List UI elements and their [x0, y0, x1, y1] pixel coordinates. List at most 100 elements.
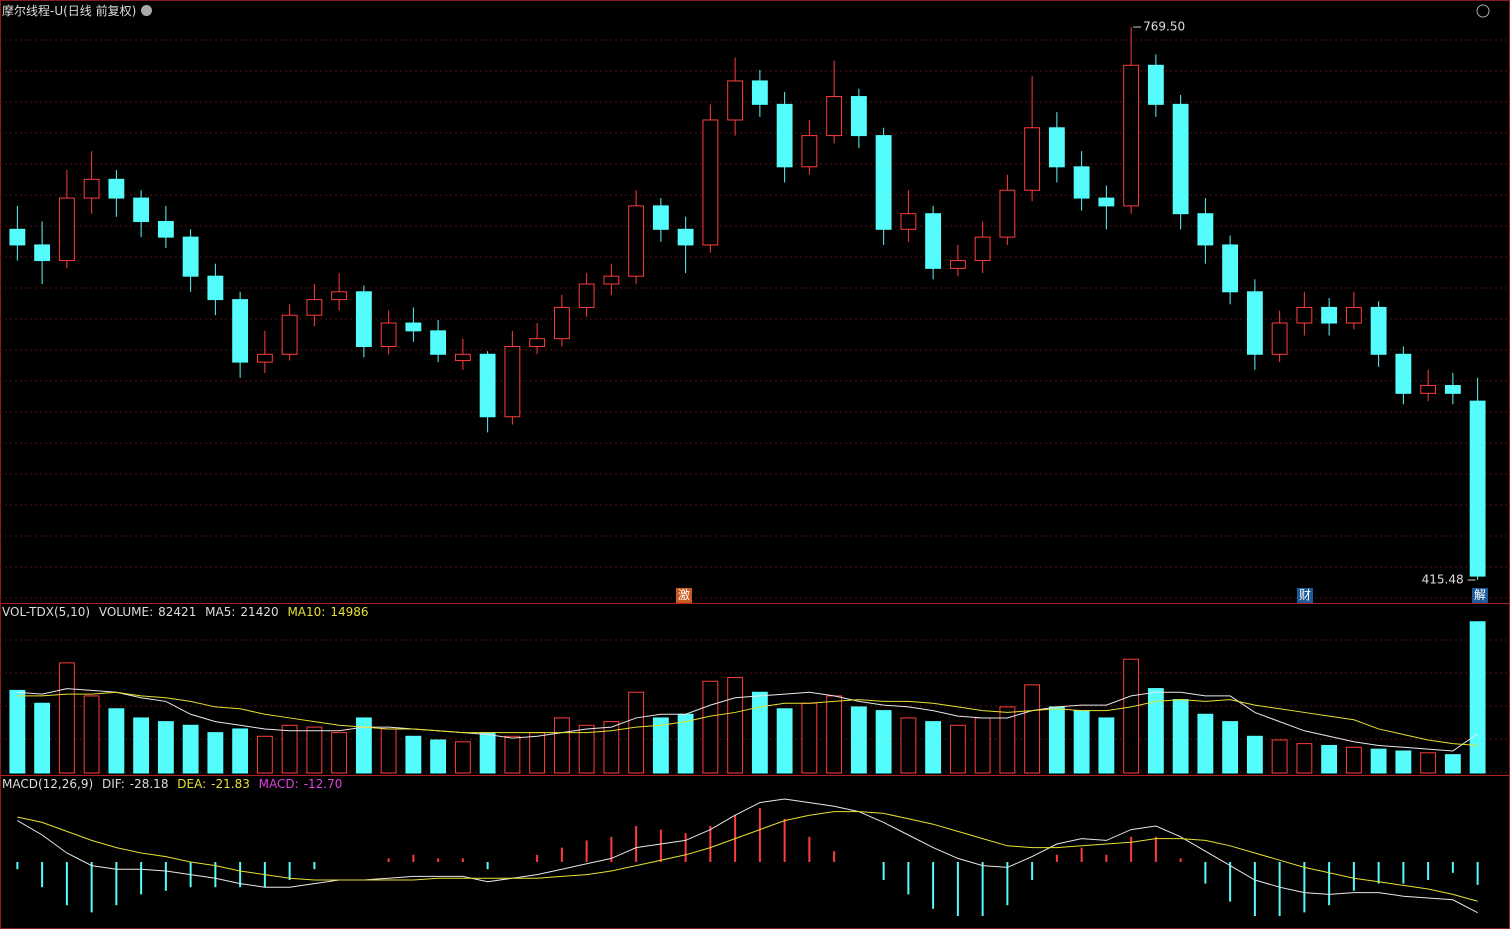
candle-body [727, 80, 744, 121]
volume-bar [1222, 721, 1239, 774]
candle-body [331, 291, 348, 301]
volume-bar [108, 708, 125, 774]
volume-title: VOL-TDX(5,10) [2, 605, 91, 619]
candle-body [1345, 306, 1362, 324]
candle-body [281, 314, 298, 355]
volume-bar [1271, 739, 1288, 774]
candle-body [1444, 385, 1461, 394]
chart-title: 摩尔线程-U(日线 前复权) [2, 4, 137, 18]
volume-bar [1147, 688, 1164, 774]
candle-body [875, 135, 892, 230]
readout-value: -28.18 [129, 777, 169, 791]
volume-bar [1123, 658, 1140, 774]
indicator-line [17, 688, 1478, 752]
candle-body [1048, 127, 1065, 168]
candle-body [232, 299, 249, 363]
volume-bar [256, 735, 273, 774]
volume-bar [9, 689, 26, 774]
indicator-line [17, 811, 1478, 902]
candle-body [776, 103, 793, 168]
volume-bar [1073, 710, 1090, 774]
volume-bar [1296, 743, 1313, 774]
volume-bar [1098, 717, 1115, 774]
volume-header: VOL-TDX(5,10) VOLUME: 82421 MA5: 21420 MA1… [2, 605, 374, 619]
candle-body [1420, 385, 1437, 394]
candle-body [553, 306, 570, 340]
settings-button[interactable] [1476, 4, 1490, 18]
volume-bar [1246, 735, 1263, 774]
volume-bar [677, 713, 694, 774]
candle-body [1395, 353, 1412, 394]
readout-label: MA10: [287, 605, 326, 619]
volume-bar [207, 732, 224, 774]
candle-body [751, 80, 768, 105]
readout-value: 82421 [158, 605, 197, 619]
candle-body [1172, 103, 1189, 215]
volume-bar [652, 717, 669, 774]
volume-bar [157, 721, 174, 774]
volume-bar [1395, 750, 1412, 774]
volume-bar [232, 728, 249, 774]
candle-body [850, 96, 867, 137]
volume-bar [776, 708, 793, 774]
volume-bar [529, 732, 546, 774]
dropdown[interactable] [141, 5, 153, 16]
volume-bar [1420, 752, 1437, 774]
volume-bar [1024, 684, 1041, 774]
volume-bar [974, 717, 991, 774]
volume-bar [826, 695, 843, 774]
candle-body [58, 197, 75, 262]
candle-body [974, 236, 991, 262]
volume-bar [801, 702, 818, 774]
volume-bar [702, 680, 719, 774]
readout-label: DEA: [177, 777, 207, 791]
candle-body [207, 275, 224, 301]
candle-body [157, 221, 174, 238]
readout-label: DIF: [101, 777, 125, 791]
readout-value: -12.70 [303, 777, 343, 791]
volume-bar [58, 662, 75, 774]
volume-bar [553, 717, 570, 774]
candle-body [1197, 213, 1214, 246]
candle-body [925, 213, 942, 269]
candle-body [949, 260, 966, 269]
readout-value: 14986 [330, 605, 369, 619]
volume-bar [875, 710, 892, 774]
volume-bar [1370, 748, 1387, 774]
candle-body [9, 228, 26, 246]
volume-bar [454, 741, 471, 774]
volume-bar [1197, 713, 1214, 774]
candle-body [1024, 127, 1041, 191]
volume-bar [727, 677, 744, 774]
event-marker[interactable]: 激 [676, 588, 693, 603]
candle-body [677, 228, 694, 246]
event-marker[interactable]: 财 [1297, 588, 1314, 603]
candle-body [1073, 166, 1090, 199]
volume-bar [1048, 706, 1065, 774]
volume-bar [355, 717, 372, 774]
price-annotation: 769.50 [1143, 20, 1185, 34]
candle-body [34, 244, 51, 262]
candle-body [306, 299, 323, 316]
event-marker[interactable]: 解 [1472, 588, 1489, 603]
volume-bar [1444, 754, 1461, 774]
volume-bar [281, 724, 298, 774]
candle-body [430, 330, 447, 355]
candle-body [1469, 400, 1486, 577]
candle-body [628, 205, 645, 277]
volume-bar [603, 721, 620, 774]
chart-header: 摩尔线程-U(日线 前复权) [2, 4, 157, 18]
candle-body [1321, 306, 1338, 324]
volume-bar [479, 732, 496, 774]
candle-body [504, 345, 521, 418]
volume-bar [628, 691, 645, 774]
candle-body [652, 205, 669, 230]
volume-bar [925, 721, 942, 774]
candle-body [133, 197, 150, 223]
candle-body [1222, 244, 1239, 293]
candle-body [1098, 197, 1115, 207]
readout-value: -21.83 [211, 777, 250, 791]
indicator-line [17, 798, 1478, 914]
